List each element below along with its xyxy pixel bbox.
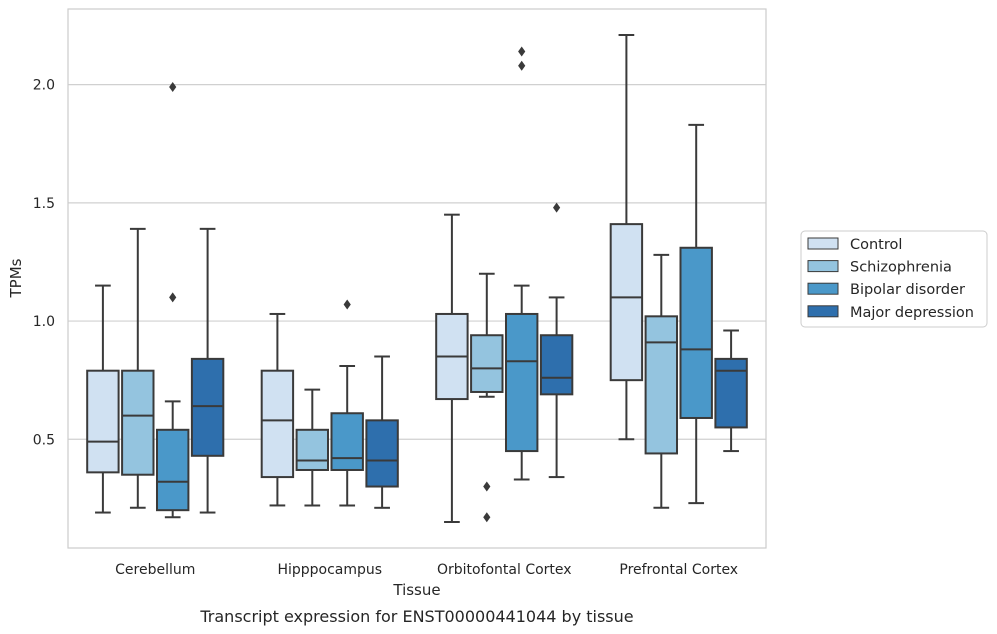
box-series-group (86, 34, 748, 523)
box (155, 82, 190, 519)
box-body (644, 315, 679, 455)
box-body (714, 357, 748, 429)
outlier-point (483, 512, 491, 523)
outlier-point (343, 299, 351, 310)
outlier-point (553, 202, 561, 213)
x-tick-label: Orbitofontal Cortex (437, 562, 572, 578)
legend-swatch (807, 305, 839, 318)
legend-label: Major depression (850, 305, 974, 321)
box-body (295, 428, 330, 471)
legend-swatch (807, 260, 839, 273)
legend-label: Bipolar disorder (850, 282, 965, 298)
box-body (679, 246, 713, 419)
y-tick-label: 2.0 (33, 78, 55, 94)
box-body (155, 428, 190, 512)
box (679, 123, 713, 505)
box-body (470, 334, 504, 393)
box-body (260, 369, 295, 479)
box (539, 202, 574, 479)
box (504, 46, 539, 481)
outlier-point (518, 60, 526, 71)
box (295, 388, 330, 507)
outlier-point (518, 46, 526, 57)
outlier-point (169, 82, 177, 93)
box (470, 272, 504, 523)
box (190, 227, 225, 514)
box-body (365, 419, 399, 488)
x-axis-label: Tissue (392, 581, 440, 599)
box (435, 213, 469, 523)
x-tick-label: Prefrontal Cortex (619, 562, 738, 578)
y-tick-label: 1.0 (33, 314, 55, 330)
box-body (190, 357, 225, 457)
box-body (609, 223, 644, 382)
legend: Control Schizophrenia Bipolar disorder Majo… (800, 230, 988, 328)
box-body (504, 312, 539, 453)
box (714, 329, 748, 453)
y-tick-label: 0.5 (33, 432, 55, 448)
box-body (330, 412, 364, 471)
plot-frame (67, 8, 767, 549)
box (86, 284, 120, 514)
legend-swatch (807, 282, 839, 295)
y-tick-labels: 0.5 1.0 1.5 2.0 (33, 78, 55, 449)
legend-frame (800, 230, 988, 328)
x-tick-label: Cerebellum (115, 562, 195, 578)
box (330, 299, 364, 507)
box (260, 312, 295, 507)
box-body (86, 369, 120, 474)
legend-label: Control (850, 237, 902, 253)
outlier-point (483, 481, 491, 492)
box (365, 355, 399, 509)
legend-label: Schizophrenia (850, 260, 952, 276)
x-tick-labels: Cerebellum Hipppocampus Orbitofontal Corte… (115, 562, 738, 578)
y-tick-label: 1.5 (33, 196, 55, 212)
box (121, 227, 155, 509)
box (609, 34, 644, 441)
legend-swatch (807, 237, 839, 250)
x-tick-label: Hipppocampus (277, 562, 382, 578)
chart-caption: Transcript expression for ENST0000044104… (199, 607, 633, 626)
box-body (539, 334, 574, 396)
box (644, 253, 679, 509)
y-axis-label: TPMs (7, 258, 25, 298)
box-body (121, 369, 155, 476)
outlier-point (169, 292, 177, 303)
